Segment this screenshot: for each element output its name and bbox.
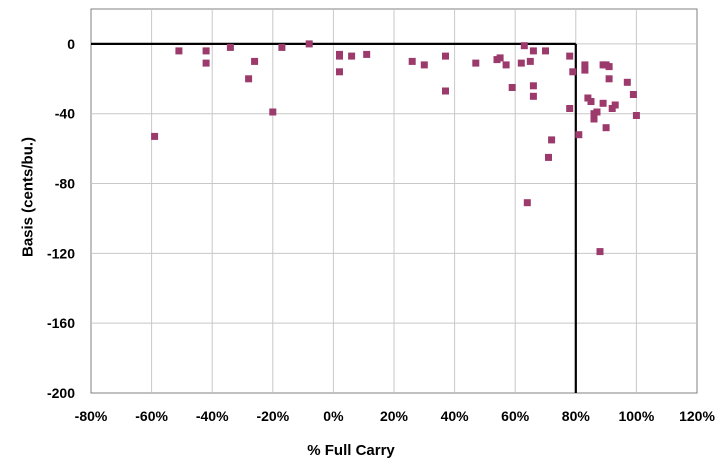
data-point xyxy=(575,131,583,139)
x-tick-label: -20% xyxy=(256,408,289,424)
data-point xyxy=(336,68,343,76)
x-tick-label: -40% xyxy=(196,408,229,424)
data-point xyxy=(526,57,534,65)
data-point xyxy=(566,105,574,112)
data-point xyxy=(581,66,589,74)
x-tick-label: 80% xyxy=(562,408,591,424)
data-point xyxy=(545,153,552,161)
data-point xyxy=(629,91,637,98)
x-axis-title: % Full Carry xyxy=(307,442,395,459)
y-axis-ticks: 0 -40 -80 -120 -160 -200 xyxy=(47,36,75,401)
data-point xyxy=(408,57,416,65)
data-point xyxy=(517,59,525,67)
data-point xyxy=(245,75,253,83)
data-point xyxy=(596,248,604,256)
data-point xyxy=(175,47,183,55)
data-point xyxy=(496,54,504,62)
data-point xyxy=(529,47,537,55)
data-point xyxy=(269,108,277,116)
data-point xyxy=(529,92,537,100)
data-point xyxy=(420,61,428,69)
data-point xyxy=(542,47,549,55)
x-tick-label: 40% xyxy=(441,408,470,424)
data-point xyxy=(587,98,595,105)
data-point xyxy=(502,61,510,69)
data-point xyxy=(251,57,259,65)
y-tick-label: -160 xyxy=(47,315,75,331)
data-point xyxy=(348,52,356,60)
x-tick-label: 100% xyxy=(618,408,654,424)
y-tick-label: -40 xyxy=(55,106,75,122)
y-tick-label: -200 xyxy=(47,385,75,401)
data-point xyxy=(278,43,286,51)
y-axis-title: Basis (cents/bu.) xyxy=(19,137,36,257)
data-point xyxy=(566,52,574,60)
data-point xyxy=(442,87,449,95)
y-tick-label: -120 xyxy=(47,245,75,261)
data-point xyxy=(605,75,613,83)
data-point xyxy=(363,50,371,58)
x-tick-label: 60% xyxy=(501,408,530,424)
data-point xyxy=(523,199,531,207)
data-point xyxy=(202,59,210,67)
data-point xyxy=(442,52,449,60)
data-point xyxy=(305,40,313,48)
data-point xyxy=(569,68,577,76)
data-point xyxy=(581,61,589,69)
data-point xyxy=(590,115,598,123)
y-tick-label: 0 xyxy=(67,36,75,52)
data-point xyxy=(605,63,613,71)
data-point xyxy=(151,132,159,140)
data-point xyxy=(226,43,234,51)
data-point xyxy=(593,108,601,116)
data-point xyxy=(611,101,619,109)
data-point xyxy=(599,99,607,107)
data-point xyxy=(529,82,537,90)
x-tick-label: 0% xyxy=(323,408,344,424)
reference-lines xyxy=(91,42,577,393)
x-tick-label: -80% xyxy=(75,408,108,424)
data-point xyxy=(632,112,640,119)
data-point xyxy=(623,78,631,86)
data-point xyxy=(602,124,610,132)
data-points xyxy=(151,40,640,256)
data-point xyxy=(520,42,528,50)
data-point xyxy=(548,136,556,144)
y-tick-label: -80 xyxy=(55,176,75,192)
data-point xyxy=(336,52,343,60)
data-point xyxy=(202,47,210,55)
data-point xyxy=(508,84,516,91)
x-axis-ticks: -80% -60% -40% -20% 0% 20% 40% 60% 80% 100% 120% xyxy=(75,408,716,424)
x-tick-label: 120% xyxy=(679,408,715,424)
x-tick-label: 20% xyxy=(380,408,409,424)
x-tick-label: -60% xyxy=(135,408,168,424)
data-point xyxy=(472,59,480,67)
